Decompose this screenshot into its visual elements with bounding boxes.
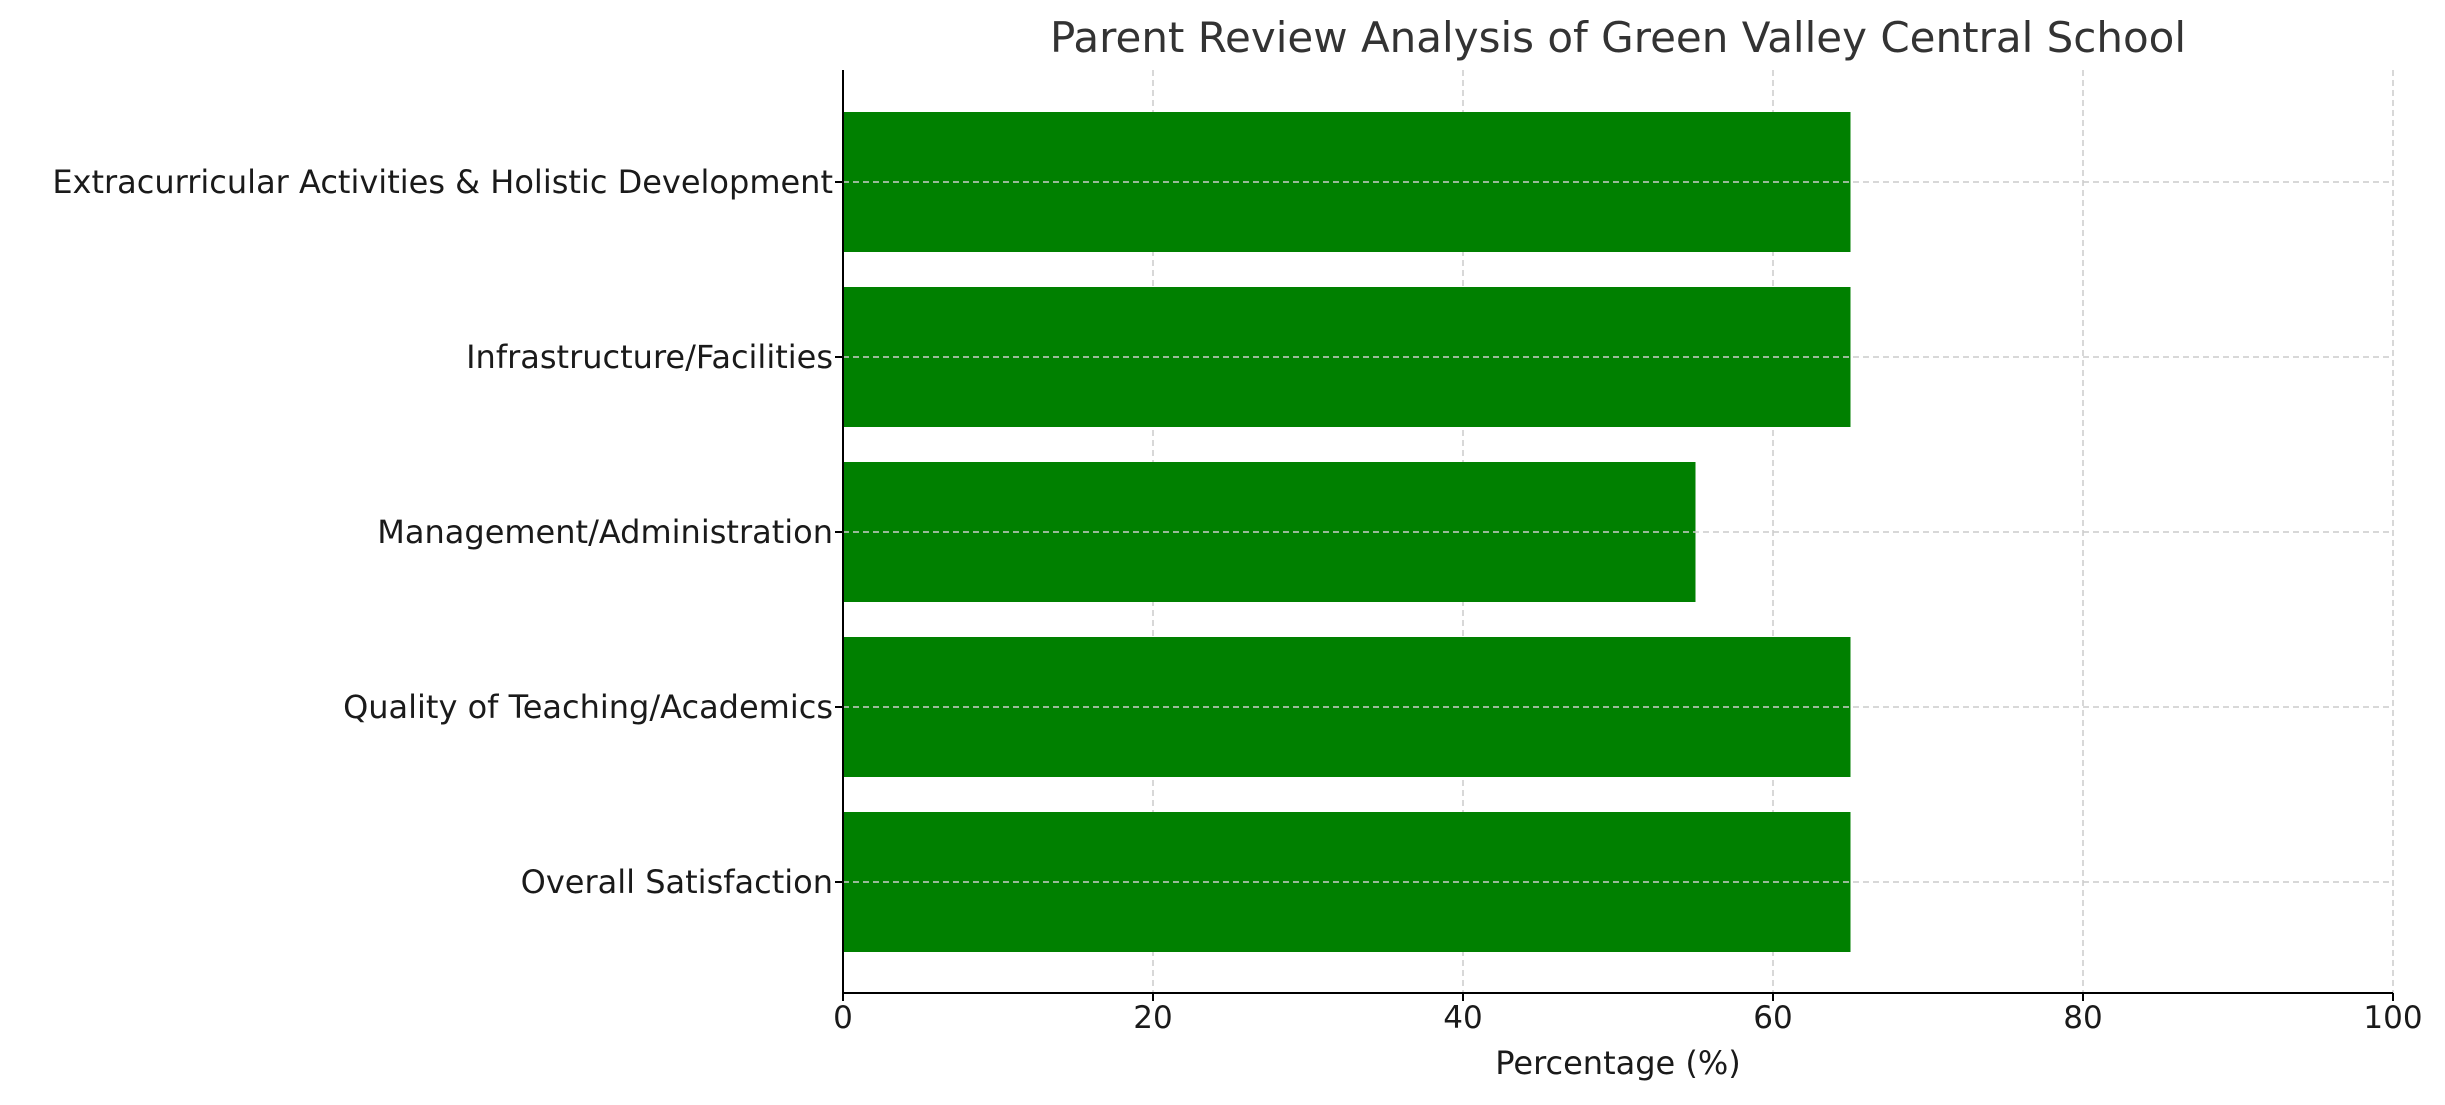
y-tick-label: Infrastructure/Facilities: [466, 338, 833, 376]
x-tick-label: 60: [1753, 1000, 1792, 1036]
x-tick-label: 100: [2363, 1000, 2422, 1036]
tick-labels: 0 20 40 60 80 100 Overall Satisfaction Quality …: [52, 163, 2422, 1036]
x-axis-label: Percentage (%): [1495, 1044, 1741, 1082]
x-tick-label: 20: [1133, 1000, 1172, 1036]
bars: [843, 112, 2393, 952]
y-tick-label: Extracurricular Activities & Holistic De…: [52, 163, 833, 201]
x-tick-label: 40: [1443, 1000, 1482, 1036]
chart-title: Parent Review Analysis of Green Valley C…: [1050, 13, 2186, 62]
x-tick-label: 0: [833, 1000, 853, 1036]
y-tick-label: Quality of Teaching/Academics: [343, 688, 833, 726]
x-tick-label: 80: [2063, 1000, 2102, 1036]
y-tick-label: Management/Administration: [377, 513, 833, 551]
y-tick-label: Overall Satisfaction: [521, 863, 833, 901]
